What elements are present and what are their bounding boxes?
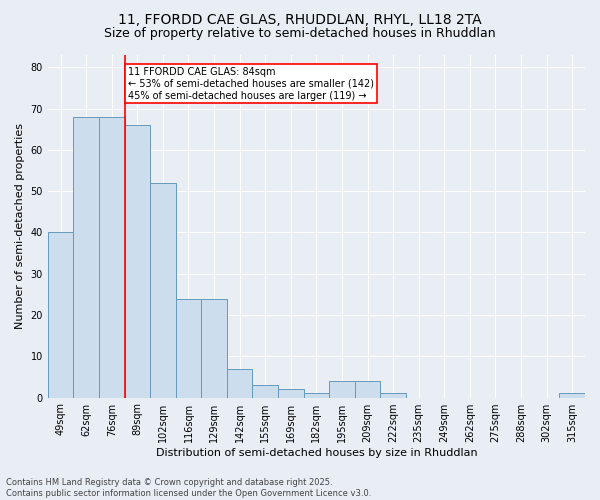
Bar: [73, 117, 99, 398]
Bar: [150, 183, 176, 398]
Bar: [355, 381, 380, 398]
Bar: [176, 298, 201, 398]
Bar: [48, 232, 73, 398]
Bar: [559, 394, 585, 398]
Bar: [304, 394, 329, 398]
Text: 11 FFORDD CAE GLAS: 84sqm
← 53% of semi-detached houses are smaller (142)
45% of: 11 FFORDD CAE GLAS: 84sqm ← 53% of semi-…: [128, 68, 374, 100]
Bar: [380, 394, 406, 398]
Bar: [227, 368, 253, 398]
Bar: [201, 298, 227, 398]
Text: 11, FFORDD CAE GLAS, RHUDDLAN, RHYL, LL18 2TA: 11, FFORDD CAE GLAS, RHUDDLAN, RHYL, LL1…: [118, 12, 482, 26]
Bar: [278, 390, 304, 398]
Text: Size of property relative to semi-detached houses in Rhuddlan: Size of property relative to semi-detach…: [104, 28, 496, 40]
Bar: [329, 381, 355, 398]
Text: Contains HM Land Registry data © Crown copyright and database right 2025.
Contai: Contains HM Land Registry data © Crown c…: [6, 478, 371, 498]
X-axis label: Distribution of semi-detached houses by size in Rhuddlan: Distribution of semi-detached houses by …: [155, 448, 477, 458]
Bar: [253, 385, 278, 398]
Y-axis label: Number of semi-detached properties: Number of semi-detached properties: [15, 124, 25, 330]
Bar: [99, 117, 125, 398]
Bar: [125, 125, 150, 398]
